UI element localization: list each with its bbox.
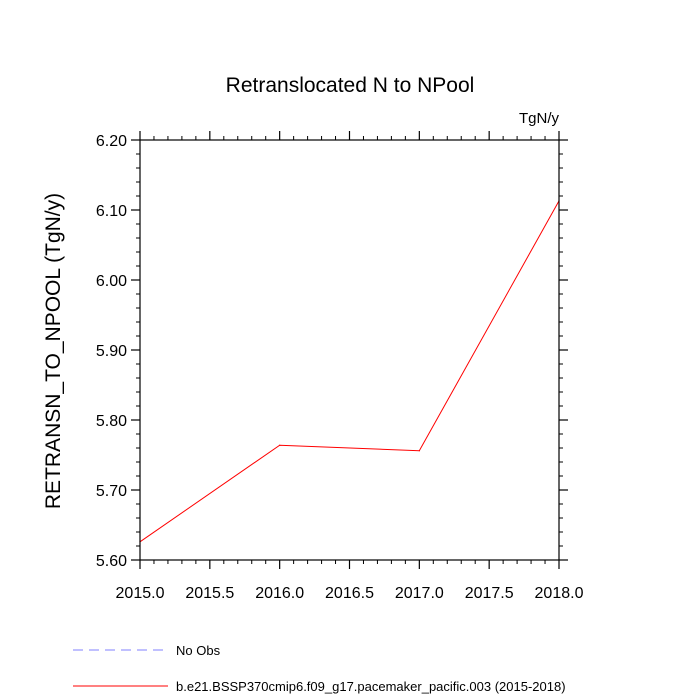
y-tick-label: 5.80 xyxy=(96,413,127,430)
legend-label: No Obs xyxy=(176,643,221,658)
y-tick-label: 5.90 xyxy=(96,343,127,360)
units-label: TgN/y xyxy=(519,110,560,127)
y-tick-label: 5.70 xyxy=(96,483,127,500)
tick-labels: 5.60 5.70 5.80 5.90 6.00 6.10 6.20 2015.0 2015.5… xyxy=(96,133,584,602)
x-tick-label: 2016.0 xyxy=(255,585,304,602)
data-point xyxy=(418,450,420,452)
series-line xyxy=(139,200,560,543)
y-tick-label: 5.60 xyxy=(96,553,127,570)
legend: No Obs b.e21.BSSP370cmip6.f09_g17.pacemak… xyxy=(73,643,566,694)
series-layer xyxy=(139,200,560,543)
x-tick-label: 2017.5 xyxy=(465,585,514,602)
y-axis-label: RETRANSN_TO_NPOOL (TgN/y) xyxy=(42,193,65,509)
x-tick-label: 2016.5 xyxy=(325,585,374,602)
y-tick-label: 6.00 xyxy=(96,273,127,290)
legend-label: b.e21.BSSP370cmip6.f09_g17.pacemaker_pac… xyxy=(176,679,566,694)
minor-ticks xyxy=(136,136,563,564)
y-tick-label: 6.20 xyxy=(96,133,127,150)
x-tick-label: 2015.0 xyxy=(116,585,165,602)
chart-title: Retranslocated N to NPool xyxy=(226,74,475,97)
major-ticks xyxy=(131,131,568,569)
y-tick-label: 6.10 xyxy=(96,203,127,220)
plot-frame xyxy=(139,139,560,561)
x-tick-label: 2017.0 xyxy=(395,585,444,602)
x-tick-label: 2015.5 xyxy=(185,585,234,602)
data-point xyxy=(279,444,281,446)
x-tick-label: 2018.0 xyxy=(535,585,584,602)
